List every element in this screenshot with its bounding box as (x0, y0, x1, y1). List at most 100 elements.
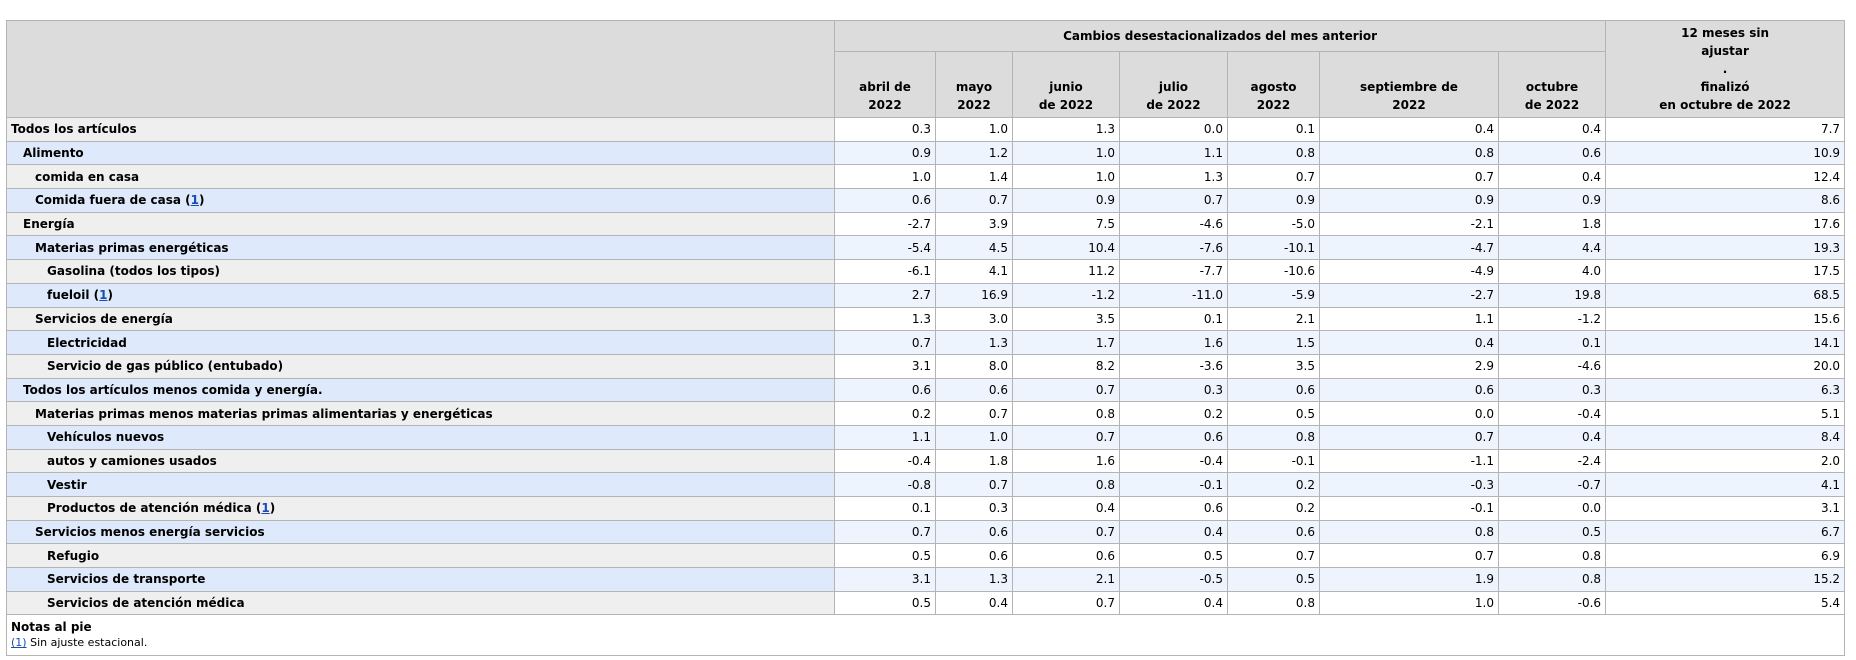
value-cell: -0.1 (1119, 472, 1228, 497)
table-row: Comida fuera de casa (1) 0.6 0.7 0.9 0.7 0.9 0… (6, 188, 1846, 213)
table-row: Refugio 0.5 0.6 0.6 0.5 0.7 0.7 0.8 6.9 (6, 543, 1846, 569)
value-cell: 4.4 (1497, 235, 1607, 261)
value-cell: 2.1 (1227, 306, 1320, 332)
value-cell: 0.7 (935, 401, 1013, 426)
value-cell: 0.0 (1319, 401, 1499, 426)
row-label: Vehículos nuevos (47, 430, 165, 445)
table-row: Alimento 0.9 1.2 1.0 1.1 0.8 0.8 0.6 10.9 (6, 140, 1846, 166)
value-cell-12-month: 10.9 (1605, 140, 1846, 166)
value-cell: 4.5 (935, 235, 1013, 261)
value-cell-12-month: 6.7 (1605, 519, 1846, 545)
value-cell: 0.9 (1227, 188, 1320, 213)
row-label: fueloil (47, 288, 90, 303)
table-row: Servicios de transporte 3.1 1.3 2.1 -0.5 0.5 1… (6, 567, 1846, 592)
value-cell-12-month: 17.5 (1605, 259, 1846, 284)
cpi-table-container: Cambios desestacionalizados del mes ante… (5, 19, 1846, 657)
value-cell: 0.9 (1012, 188, 1120, 213)
value-cell: 0.0 (1119, 117, 1228, 142)
value-cell: -7.6 (1119, 235, 1228, 261)
row-label-cell: Servicio de gas público (entubado) (6, 353, 835, 379)
value-cell-12-month: 12.4 (1605, 164, 1846, 190)
footnotes-section: Notas al pie (1) Sin ajuste estacional. (5, 614, 1846, 657)
value-cell: 0.6 (1012, 543, 1120, 569)
value-cell: 0.4 (1319, 330, 1499, 355)
footnotes-title: Notas al pie (11, 620, 92, 635)
value-cell-12-month: 8.4 (1605, 424, 1846, 450)
value-cell: -5.0 (1227, 211, 1320, 237)
value-cell: 1.1 (1319, 306, 1499, 332)
value-cell: 0.8 (1012, 472, 1120, 497)
value-cell: 1.9 (1319, 567, 1499, 592)
table-row: Servicios de energía 1.3 3.0 3.5 0.1 2.1 1.1 -1… (6, 306, 1846, 332)
value-cell: 0.4 (1497, 117, 1607, 142)
value-cell: 3.1 (834, 567, 936, 592)
value-cell: -2.7 (1319, 282, 1499, 308)
value-cell: 0.5 (1227, 567, 1320, 592)
value-cell: 0.8 (1227, 424, 1320, 450)
value-cell: -11.0 (1119, 282, 1228, 308)
value-cell: 1.3 (834, 306, 936, 332)
value-cell: -4.9 (1319, 259, 1499, 284)
table-row: Servicios de atención médica 0.5 0.4 0.7 0.4… (6, 590, 1846, 616)
footnote-link[interactable]: 1 (261, 501, 270, 516)
value-cell: 8.0 (935, 353, 1013, 379)
column-header-apr-2022: abril de 2022 (834, 51, 936, 118)
value-cell: -7.7 (1119, 259, 1228, 284)
footnote-link[interactable]: 1 (99, 288, 108, 303)
value-cell: 2.7 (834, 282, 936, 308)
value-cell: 0.5 (834, 543, 936, 569)
table-row: Servicio de gas público (entubado) 3.1 8.0… (6, 353, 1846, 379)
value-cell: 3.9 (935, 211, 1013, 237)
value-cell-12-month: 17.6 (1605, 211, 1846, 237)
value-cell: 0.5 (1497, 519, 1607, 545)
value-cell-12-month: 5.4 (1605, 590, 1846, 616)
footnote-link[interactable]: 1 (190, 193, 200, 208)
value-cell-12-month: 2.0 (1605, 448, 1846, 474)
value-cell: 0.7 (834, 330, 936, 355)
value-cell: 1.3 (935, 567, 1013, 592)
row-label-cell: Energía (6, 211, 835, 237)
value-cell: 0.5 (1227, 401, 1320, 426)
row-label-cell: Vestir (6, 472, 835, 497)
value-cell: 1.0 (935, 117, 1013, 142)
row-label: Comida fuera de casa (35, 193, 181, 208)
value-cell: 0.3 (1119, 377, 1228, 403)
table-row: Gasolina (todos los tipos) -6.1 4.1 11.2 -7.… (6, 259, 1846, 284)
column-header-oct-2022: octubre de 2022 (1497, 51, 1607, 118)
value-cell-12-month: 5.1 (1605, 401, 1846, 426)
value-cell: 0.6 (1497, 140, 1607, 166)
value-cell: 0.4 (1497, 424, 1607, 450)
column-header-jun-2022: junio de 2022 (1012, 51, 1120, 118)
value-cell: 1.4 (935, 164, 1013, 190)
value-cell: 0.6 (935, 377, 1013, 403)
value-cell: -4.7 (1319, 235, 1499, 261)
table-row: autos y camiones usados -0.4 1.8 1.6 -0.4 -0.… (6, 448, 1846, 474)
value-cell: -0.4 (834, 448, 936, 474)
value-cell: 2.9 (1319, 353, 1499, 379)
column-header-jul-2022: julio de 2022 (1119, 51, 1228, 118)
value-cell: 0.6 (1227, 519, 1320, 545)
value-cell-12-month: 7.7 (1605, 117, 1846, 142)
footnote-1-ref[interactable]: (1) (11, 636, 27, 650)
value-cell: 0.8 (1497, 543, 1607, 569)
value-cell: 0.7 (1012, 424, 1120, 450)
value-cell-12-month: 8.6 (1605, 188, 1846, 213)
value-cell: 4.1 (935, 259, 1013, 284)
value-cell: 1.0 (1319, 590, 1499, 616)
value-cell: 0.7 (1319, 164, 1499, 190)
value-cell: 0.3 (935, 496, 1013, 521)
row-label-cell: Servicios de transporte (6, 567, 835, 592)
value-cell: 16.9 (935, 282, 1013, 308)
value-cell: 0.7 (935, 188, 1013, 213)
value-cell: 0.9 (1319, 188, 1499, 213)
value-cell: -1.2 (1012, 282, 1120, 308)
table-row: Todos los artículos menos comida y energ… (6, 377, 1846, 403)
row-label: Servicios de transporte (47, 572, 206, 587)
value-cell: 0.3 (1497, 377, 1607, 403)
column-header-sep-2022: septiembre de 2022 (1319, 51, 1499, 118)
row-label-cell: Vehículos nuevos (6, 424, 835, 450)
value-cell-12-month: 6.9 (1605, 543, 1846, 569)
row-label-cell: Materias primas menos materias primas al… (6, 401, 835, 426)
value-cell: 2.1 (1012, 567, 1120, 592)
value-cell: 0.8 (1319, 519, 1499, 545)
